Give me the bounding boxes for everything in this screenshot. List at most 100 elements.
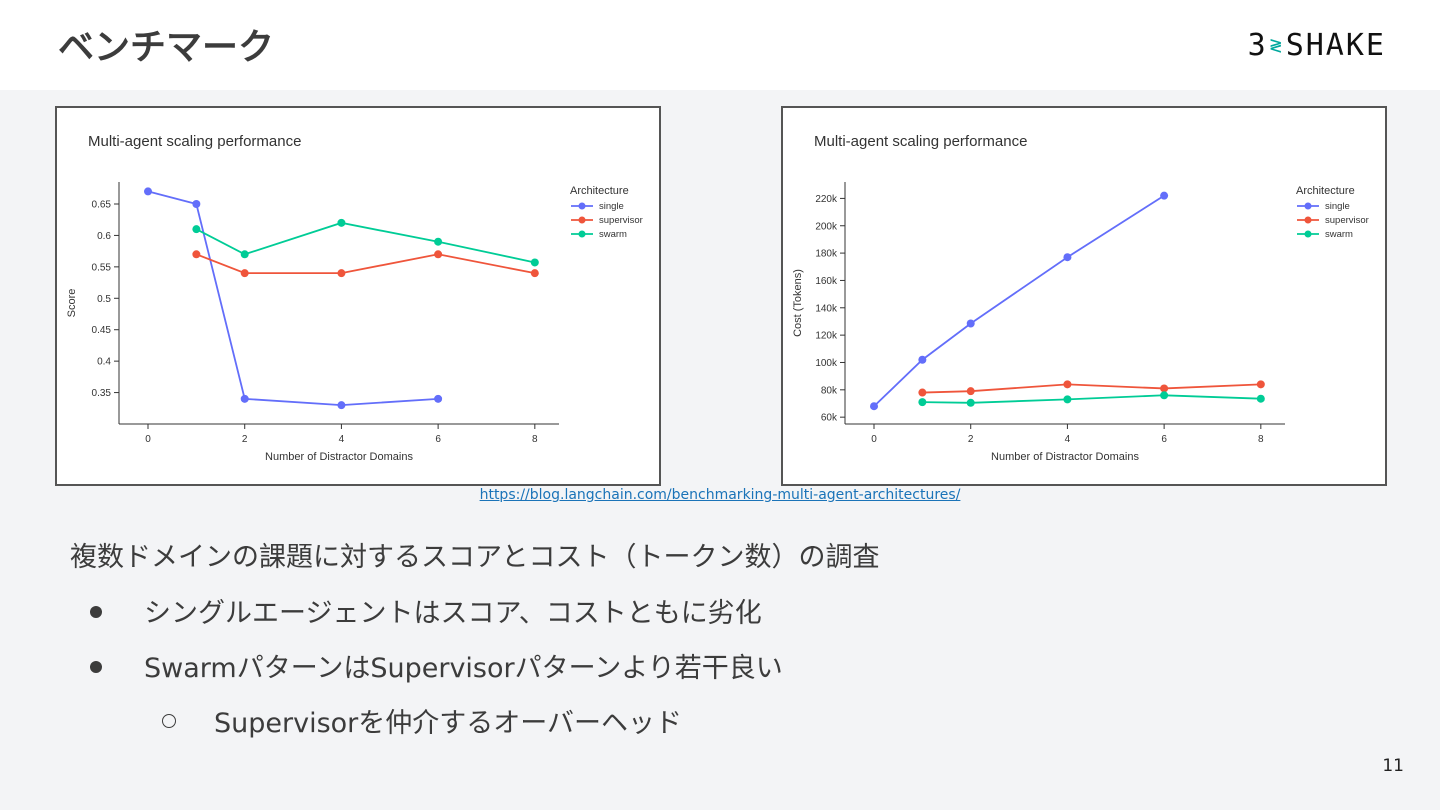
y-axis-label: Cost (Tokens) (792, 269, 804, 337)
lead-text: 複数ドメインの課題に対するスコアとコスト（トークン数）の調査 (70, 542, 880, 573)
x-tick-label: 0 (871, 434, 877, 445)
data-point-supervisor (1256, 380, 1265, 389)
chart-title: Multi-agent scaling performance (814, 133, 1027, 150)
y-tick-label: 160k (815, 276, 838, 287)
slide-body: Multi-agent scaling performance 0.35 0.4 0.… (0, 90, 1440, 810)
cost-chart-panel: Multi-agent scaling performance 60k 80k 100… (781, 106, 1387, 486)
data-point-supervisor (918, 388, 927, 397)
logo-mark-icon: ≷ (1269, 32, 1284, 56)
y-tick-label: 180k (815, 249, 838, 260)
y-tick-label: 80k (821, 385, 838, 396)
x-axis-label: Number of Distractor Domains (265, 451, 413, 463)
data-point-swarm (530, 258, 539, 267)
legend-label-supervisor: supervisor (1325, 215, 1369, 226)
y-tick-label: 200k (815, 221, 838, 232)
y-tick-label: 60k (821, 413, 838, 424)
data-point-supervisor (434, 250, 443, 259)
y-tick-label: 100k (815, 358, 838, 369)
bullet-dot-icon (90, 661, 102, 673)
y-tick-label: 0.65 (92, 200, 112, 211)
y-tick-label: 0.55 (92, 262, 112, 273)
legend-label-swarm: swarm (599, 229, 627, 240)
y-tick-label: 0.45 (92, 325, 112, 336)
x-tick-label: 6 (435, 434, 441, 445)
y-tick-label: 0.5 (97, 294, 111, 305)
legend-swatch-marker (578, 202, 586, 210)
data-point-single (337, 401, 346, 410)
series-line-single (147, 190, 439, 407)
y-tick-label: 0.6 (97, 231, 111, 242)
sub-bullet-text: Supervisorを仲介するオーバーヘッド (214, 708, 682, 739)
score-chart-panel: Multi-agent scaling performance 0.35 0.4 0.… (55, 106, 661, 486)
bullet-ring-icon (162, 714, 176, 728)
x-tick-label: 8 (1258, 434, 1264, 445)
data-point-swarm (434, 237, 443, 246)
x-tick-label: 8 (532, 434, 538, 445)
y-tick-label: 120k (815, 331, 838, 342)
data-point-single (1160, 191, 1169, 200)
data-point-supervisor (1063, 380, 1072, 389)
legend-swatch-marker (1304, 216, 1312, 224)
legend-title: Architecture (570, 185, 629, 197)
data-point-single (966, 319, 975, 328)
x-tick-label: 4 (1065, 434, 1071, 445)
sub-bullet-item: Supervisorを仲介するオーバーヘッド (162, 701, 682, 740)
legend-swatch-marker (1304, 230, 1312, 238)
chart-title: Multi-agent scaling performance (88, 133, 301, 150)
data-point-single (1063, 253, 1072, 262)
data-point-supervisor (966, 387, 975, 396)
cost-chart: Multi-agent scaling performance 60k 80k 100… (792, 133, 1369, 463)
bullet-text: シングルエージェントはスコア、コストともに劣化 (144, 598, 762, 629)
data-point-single (144, 187, 153, 196)
legend-swatch-marker (578, 230, 586, 238)
data-point-single (192, 200, 201, 208)
data-point-single (434, 394, 443, 403)
score-chart: Multi-agent scaling performance 0.35 0.4 0.… (66, 133, 643, 463)
x-tick-label: 2 (242, 434, 248, 445)
data-point-swarm (1160, 391, 1169, 400)
bullet-dot-icon (90, 606, 102, 618)
x-tick-label: 2 (968, 434, 974, 445)
y-tick-label: 140k (815, 303, 838, 314)
source-link[interactable]: https://blog.langchain.com/benchmarking-… (479, 487, 961, 503)
legend-label-single: single (1325, 201, 1350, 212)
x-tick-label: 0 (145, 434, 151, 445)
data-point-swarm (1256, 394, 1265, 403)
data-point-swarm (192, 225, 201, 234)
legend-label-single: single (599, 201, 624, 212)
logo-right-text: SHAKE (1285, 28, 1386, 63)
data-point-swarm (918, 398, 927, 407)
series-line-single (873, 194, 1165, 407)
data-point-single (918, 355, 927, 364)
page-number: 11 (1382, 756, 1404, 776)
data-point-supervisor (530, 269, 539, 278)
data-point-supervisor (240, 269, 249, 278)
y-tick-label: 0.4 (97, 357, 111, 368)
y-tick-label: 220k (815, 194, 838, 205)
bullet-text: SwarmパターンはSupervisorパターンより若干良い (144, 653, 783, 684)
data-point-supervisor (1160, 384, 1169, 393)
x-tick-label: 4 (339, 434, 345, 445)
legend-swatch-marker (578, 216, 586, 224)
y-tick-label: 0.35 (92, 388, 112, 399)
data-point-supervisor (337, 269, 346, 278)
slide-title: ベンチマーク (58, 27, 275, 68)
data-point-single (240, 394, 249, 403)
slide-header: ベンチマーク 3 ≷SHAKE (0, 0, 1440, 90)
data-point-swarm (966, 398, 975, 407)
legend-label-swarm: swarm (1325, 229, 1353, 240)
x-tick-label: 6 (1161, 434, 1167, 445)
bullet-item: SwarmパターンはSupervisorパターンより若干良い (90, 646, 783, 685)
company-logo: 3 ≷SHAKE (1248, 28, 1386, 63)
legend-title: Architecture (1296, 185, 1355, 197)
data-point-swarm (240, 250, 249, 259)
data-point-swarm (337, 218, 346, 227)
logo-left-text: 3 (1247, 28, 1268, 63)
legend-label-supervisor: supervisor (599, 215, 643, 226)
bullet-item: シングルエージェントはスコア、コストともに劣化 (90, 591, 762, 630)
data-point-single (870, 402, 879, 411)
x-axis-label: Number of Distractor Domains (991, 451, 1139, 463)
y-axis-label: Score (66, 289, 78, 318)
legend-swatch-marker (1304, 202, 1312, 210)
data-point-supervisor (192, 250, 201, 259)
